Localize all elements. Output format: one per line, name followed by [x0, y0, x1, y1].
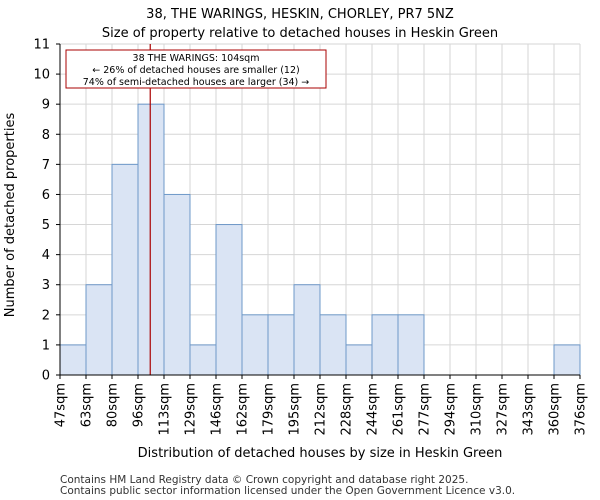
- x-tick-label-277sqm: 277sqm: [418, 383, 433, 436]
- x-tick-label-162sqm: 162sqm: [236, 383, 251, 436]
- bar-129sqm: [189, 344, 217, 376]
- annotation-line-2: ← 26% of detached houses are smaller (12…: [92, 65, 299, 76]
- x-tick-label-96sqm: 96sqm: [132, 383, 147, 427]
- bar-96sqm: [137, 103, 165, 376]
- x-tick-labels: 47sqm 63sqm 80sqm 96sqm 113sqm 129sqm 146sqm 16…: [54, 375, 589, 436]
- bar-228sqm: [345, 344, 373, 376]
- bar-244sqm: [371, 314, 399, 376]
- x-tick-label-228sqm: 228sqm: [340, 383, 355, 436]
- x-tick-label-47sqm: 47sqm: [54, 383, 69, 427]
- y-tick-label-4: 4: [42, 248, 50, 263]
- x-tick-label-294sqm: 294sqm: [444, 383, 459, 436]
- bar-162sqm: [241, 314, 269, 376]
- bars-group: [59, 103, 581, 376]
- x-tick-label-244sqm: 244sqm: [366, 383, 381, 436]
- y-tick-labels: 0 1 2 3 4 5 6 7 8 9 10 11: [33, 38, 60, 384]
- x-tick-label-261sqm: 261sqm: [392, 383, 407, 436]
- y-tick-label-0: 0: [42, 369, 50, 384]
- bar-179sqm: [267, 314, 295, 376]
- x-tick-label-146sqm: 146sqm: [210, 383, 225, 436]
- bar-212sqm: [319, 314, 347, 376]
- annotation-line-3: 74% of semi-detached houses are larger (…: [83, 77, 310, 88]
- x-tick-label-376sqm: 376sqm: [574, 383, 589, 436]
- bar-195sqm: [293, 284, 321, 376]
- annotation-box: [65, 49, 327, 89]
- x-tick-label-179sqm: 179sqm: [262, 383, 277, 436]
- y-tick-label-8: 8: [42, 128, 50, 143]
- bar-80sqm: [111, 163, 139, 376]
- y-tick-label-9: 9: [42, 98, 50, 113]
- y-tick-label-10: 10: [33, 68, 50, 83]
- x-tick-label-360sqm: 360sqm: [548, 383, 563, 436]
- annotation-line-1: 38 THE WARINGS: 104sqm: [133, 53, 260, 64]
- y-tick-label-7: 7: [42, 158, 50, 173]
- bar-360sqm: [553, 344, 581, 376]
- y-tick-label-2: 2: [42, 308, 50, 323]
- footer-line-2: Contains public sector information licen…: [60, 485, 515, 497]
- x-tick-label-310sqm: 310sqm: [470, 383, 485, 436]
- bar-113sqm: [163, 193, 191, 376]
- y-tick-label-5: 5: [42, 218, 50, 233]
- y-tick-label-11: 11: [33, 38, 50, 53]
- x-tick-label-195sqm: 195sqm: [288, 383, 303, 436]
- bar-146sqm: [215, 224, 243, 376]
- bar-63sqm: [85, 284, 113, 376]
- bar-47sqm: [59, 344, 87, 376]
- x-axis-label: Distribution of detached houses by size …: [138, 446, 503, 461]
- property-marker: 38 THE WARINGS: 104sqm← 26% of detached …: [65, 44, 327, 375]
- y-tick-label-3: 3: [42, 278, 50, 293]
- x-tick-label-129sqm: 129sqm: [184, 383, 199, 436]
- chart-subtitle: Size of property relative to detached ho…: [102, 26, 498, 41]
- x-tick-label-63sqm: 63sqm: [80, 383, 95, 427]
- footer-line-1: Contains HM Land Registry data © Crown c…: [60, 474, 468, 486]
- bar-261sqm: [397, 314, 425, 376]
- chart-title: 38, THE WARINGS, HESKIN, CHORLEY, PR7 5N…: [146, 7, 454, 22]
- x-tick-label-80sqm: 80sqm: [106, 383, 121, 427]
- y-axis-label: Number of detached properties: [3, 113, 18, 318]
- y-tick-label-1: 1: [42, 338, 50, 353]
- y-tick-label-6: 6: [42, 188, 50, 203]
- x-tick-label-113sqm: 113sqm: [158, 383, 173, 436]
- x-tick-label-327sqm: 327sqm: [496, 383, 511, 436]
- x-tick-label-343sqm: 343sqm: [522, 383, 537, 436]
- x-tick-label-212sqm: 212sqm: [314, 383, 329, 436]
